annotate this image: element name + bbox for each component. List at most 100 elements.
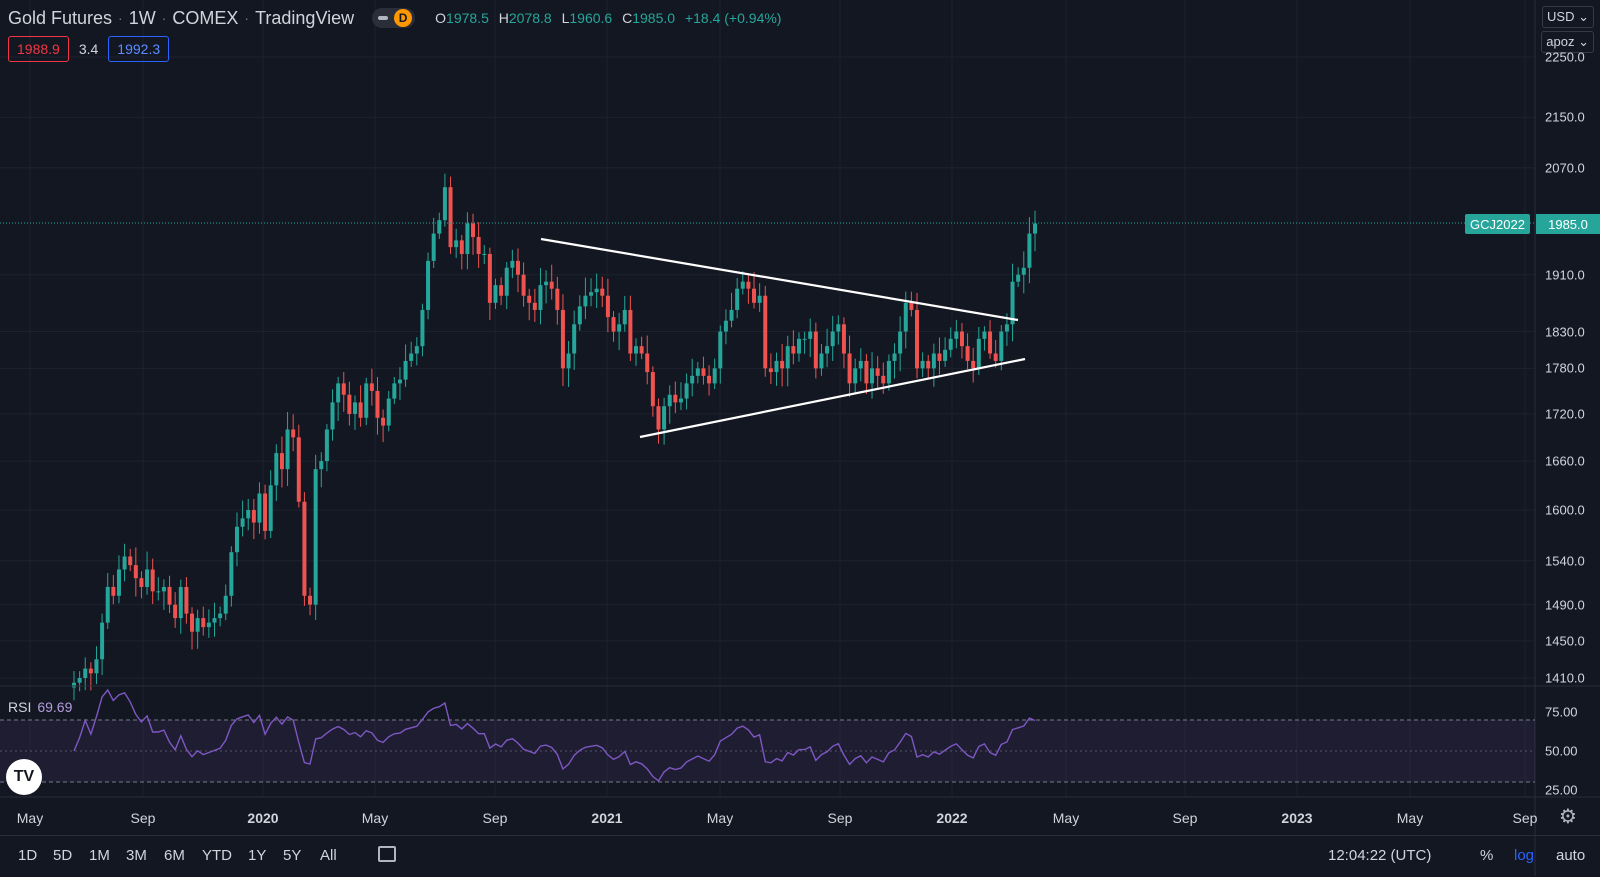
candle-body (375, 390, 380, 418)
candle-body (836, 324, 841, 332)
candle-body (409, 353, 414, 361)
price-tick-label: 2150.0 (1545, 109, 1585, 125)
settings-gear-icon[interactable]: ⚙ (1559, 806, 1577, 828)
candle-body (1004, 324, 1009, 332)
candle-body (959, 331, 964, 347)
rsi-value: 69.69 (37, 699, 73, 715)
candle-body (819, 353, 824, 369)
price-tick-label: 1660.0 (1545, 453, 1585, 469)
range-button-5d[interactable]: 5D (53, 847, 73, 864)
candle-body (161, 586, 166, 592)
time-tick-label: Sep (1172, 810, 1198, 826)
candle-body (712, 368, 717, 384)
range-button-6m[interactable]: 6M (164, 847, 185, 864)
candle-body (392, 383, 397, 399)
candle-body (527, 295, 532, 303)
candle-body (695, 368, 700, 376)
calendar-icon[interactable] (378, 846, 396, 862)
interval[interactable]: 1W (128, 7, 156, 28)
candle-body (397, 379, 402, 384)
candle-body (560, 309, 565, 369)
candle-body (549, 281, 554, 289)
range-button-all[interactable]: All (320, 847, 337, 864)
range-button-1d[interactable]: 1D (18, 847, 38, 864)
candle-body (740, 281, 745, 289)
range-button-5y[interactable]: 5Y (283, 847, 302, 864)
data-status-badge[interactable]: D (372, 8, 416, 28)
candle-body (504, 267, 509, 296)
candle-body (77, 678, 82, 683)
buy-price-button[interactable]: 1992.3 (108, 36, 170, 62)
candle-body (532, 302, 537, 310)
candle-body (465, 223, 470, 254)
candle-body (178, 586, 183, 619)
candle-body (785, 346, 790, 369)
sell-price-button[interactable]: 1988.9 (8, 36, 69, 62)
candle-body (330, 402, 335, 430)
candle-body (246, 510, 251, 519)
candle-body (1010, 281, 1015, 325)
candle-body (296, 437, 301, 502)
time-tick-label: May (1396, 810, 1424, 826)
ohlc-values: O1978.5 H2078.8 L1960.6 C1985.0 +18.4 (+… (435, 10, 782, 26)
chart-header: Gold Futures · 1W · COMEX · TradingView … (8, 6, 787, 30)
symbol-name[interactable]: Gold Futures (8, 7, 113, 28)
auto-scale-button[interactable]: auto (1556, 847, 1586, 864)
candle-body (234, 526, 239, 553)
candle-body (774, 360, 779, 373)
range-button-ytd[interactable]: YTD (202, 847, 232, 864)
candle-body (476, 236, 481, 254)
time-tick-label: 2023 (1281, 810, 1313, 826)
candle-body (808, 331, 813, 339)
chart-grid (0, 0, 1535, 797)
time-tick-label: May (16, 810, 44, 826)
range-button-3m[interactable]: 3M (126, 847, 147, 864)
currency-selector[interactable]: USD ⌄ (1542, 6, 1594, 28)
unit-selector[interactable]: apoz ⌄ (1541, 31, 1594, 53)
rsi-tick-label: 25.00 (1545, 782, 1578, 798)
candle-body (802, 338, 807, 340)
candle-body (954, 331, 959, 339)
time-tick-label: 2020 (247, 810, 279, 826)
candle-body (701, 368, 706, 376)
candle-body (72, 682, 76, 688)
candle-body (915, 309, 919, 369)
candle-body (999, 331, 1004, 361)
candle-body (617, 324, 622, 332)
time-tick-label: Sep (482, 810, 508, 826)
candle-body (515, 260, 520, 275)
candle-body (583, 295, 588, 307)
candle-body (971, 360, 976, 369)
tradingview-logo[interactable]: TV (6, 759, 42, 795)
candle-body (184, 586, 189, 614)
candle-body (752, 288, 757, 303)
candle-body (105, 586, 110, 623)
candle-body (538, 285, 543, 310)
candle-body (853, 368, 858, 384)
utc-clock[interactable]: 12:04:22 (UTC) (1328, 847, 1432, 864)
log-scale-button[interactable]: log (1514, 847, 1535, 864)
candle-body (369, 383, 374, 391)
price-tick-label: 1720.0 (1545, 406, 1585, 422)
percent-scale-button[interactable]: % (1480, 847, 1494, 864)
price-tick-label: 1540.0 (1545, 553, 1585, 569)
close-value: 1985.0 (632, 10, 676, 26)
quote-boxes: 1988.9 3.4 1992.3 (8, 36, 170, 62)
candle-body (167, 586, 172, 605)
candle-body (723, 320, 728, 332)
candle-body (487, 253, 492, 303)
resistance-trendline[interactable] (540, 237, 1019, 322)
price-tick-label: 1910.0 (1545, 267, 1585, 283)
candle-body (201, 618, 206, 628)
candle-body (133, 565, 138, 579)
candle-body (948, 338, 953, 350)
candle-body (544, 281, 549, 286)
range-button-1y[interactable]: 1Y (248, 847, 267, 864)
time-tick-label: Sep (130, 810, 156, 826)
candle-body (364, 383, 369, 418)
candle-body (386, 398, 391, 426)
support-trendline[interactable] (639, 357, 1026, 439)
candle-body (920, 360, 925, 369)
range-button-1m[interactable]: 1M (89, 847, 110, 864)
